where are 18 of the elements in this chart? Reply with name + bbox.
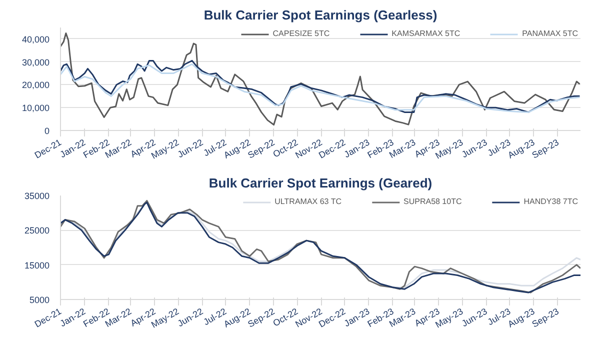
line-series xyxy=(60,32,580,126)
y-tick-label: 0 xyxy=(44,126,50,136)
y-tick-label: 20,000 xyxy=(22,80,50,90)
y-tick-label: 25000 xyxy=(24,226,50,236)
legend-label: SUPRA58 10TC xyxy=(404,197,462,206)
y-tick-label: 40,000 xyxy=(22,34,50,44)
legend-label: HANDY38 7TC xyxy=(524,197,578,206)
y-tick-label: 35000 xyxy=(24,191,50,201)
y-tick-label: 5000 xyxy=(29,295,50,305)
y-tick-label: 15000 xyxy=(24,260,50,270)
chart-title: Bulk Carrier Spot Earnings (Gearless) xyxy=(204,8,438,22)
chart-title: Bulk Carrier Spot Earnings (Geared) xyxy=(208,176,432,190)
y-tick-label: 30,000 xyxy=(22,57,50,68)
y-tick-label: 10,000 xyxy=(22,103,50,114)
legend-label: ULTRAMAX 63 TC xyxy=(274,197,342,206)
legend-label: CAPESIZE 5TC xyxy=(272,29,330,38)
legend-label: KAMSARMAX 5TC xyxy=(392,29,460,38)
legend-label: PANAMAX 5TC xyxy=(522,29,578,38)
